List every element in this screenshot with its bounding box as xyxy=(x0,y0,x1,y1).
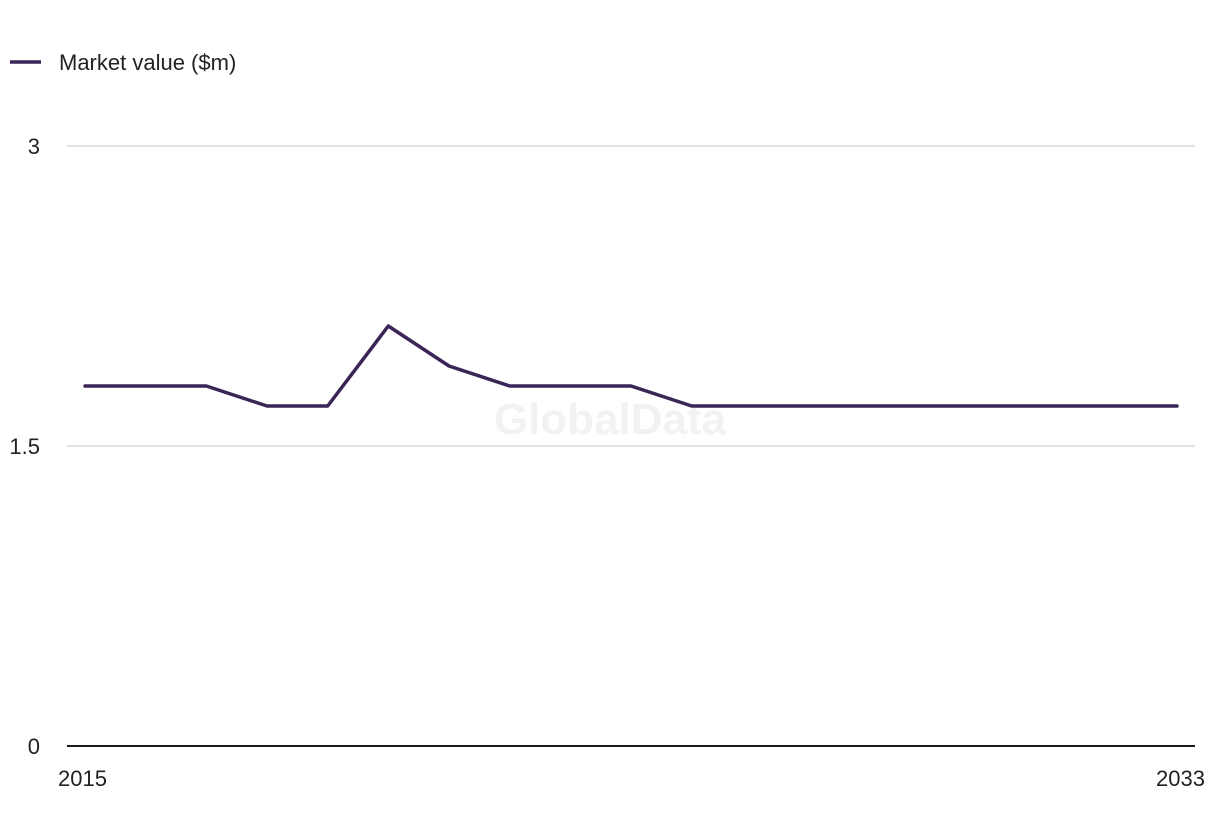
series-line-market-value xyxy=(83,324,1179,408)
y-tick-label-3: 3 xyxy=(28,134,40,159)
x-tick-label-end: 2033 xyxy=(1156,766,1205,791)
legend: Market value ($m) xyxy=(10,50,236,75)
y-tick-label-1-5: 1.5 xyxy=(9,434,40,459)
watermark: GlobalData xyxy=(494,395,727,444)
y-tick-label-0: 0 xyxy=(28,734,40,759)
x-tick-label-start: 2015 xyxy=(58,766,107,791)
legend-label: Market value ($m) xyxy=(59,50,236,75)
